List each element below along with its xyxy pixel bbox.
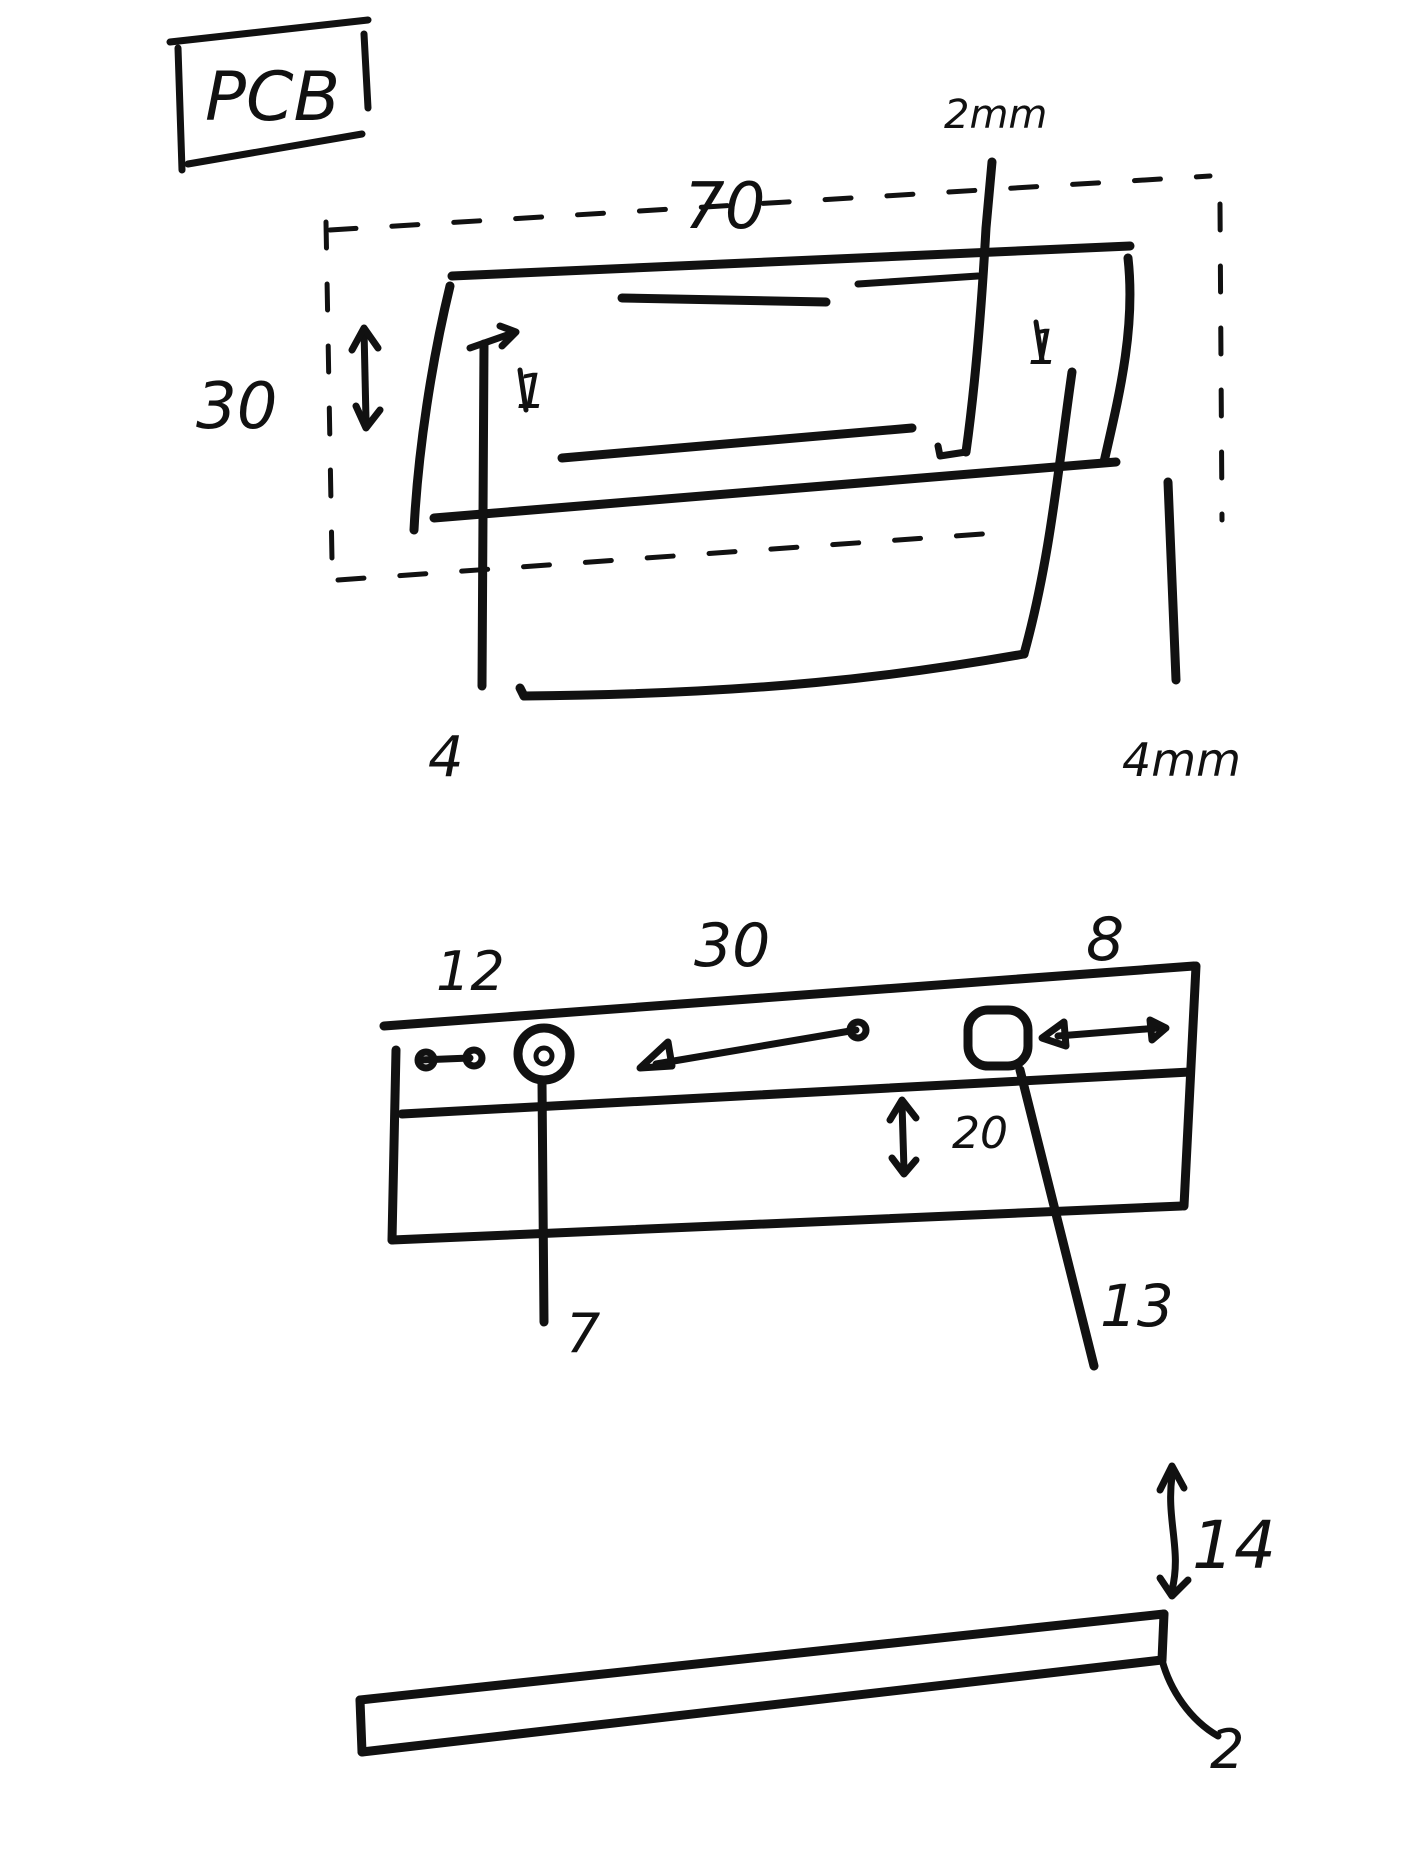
pad-leader (1015, 1065, 1099, 1371)
edge-label: 2 (1210, 1718, 1244, 1781)
page-title: PCB (205, 58, 340, 137)
outline-left-dashed (323, 219, 335, 563)
profile-left (355, 1695, 367, 1757)
profile-right (1157, 1609, 1169, 1665)
fold-line-bottom (519, 649, 1029, 701)
pad-label: 13 (1100, 1272, 1174, 1340)
inset-left-label: 1 (516, 364, 547, 420)
height-label: 30 (196, 370, 277, 444)
profile-view: 14 2 (355, 1462, 1276, 1781)
side-view: 12 30 8 20 7 13 (379, 905, 1201, 1371)
trace-upper (617, 293, 831, 307)
trace-width-line (961, 157, 997, 457)
outline-top-dashed (327, 173, 1213, 233)
board-right-side (1179, 961, 1201, 1211)
height-arrow (360, 326, 370, 424)
inset-right-label: 1 (1028, 320, 1059, 376)
margin-right-label: 4mm (1122, 733, 1241, 787)
width-label: 70 (684, 170, 765, 244)
board-right-edge (1099, 253, 1135, 467)
profile-bottom (357, 1655, 1167, 1757)
board-top (379, 961, 1199, 1031)
side-height-label: 20 (952, 1108, 1008, 1159)
board-left-side (387, 1045, 401, 1245)
title-box: PCB (166, 16, 372, 174)
inset-right-tick (1033, 319, 1045, 363)
top-view: 70 30 2mm 1 1 4 4mm (196, 92, 1241, 790)
hole-label: 7 (566, 1302, 600, 1365)
fold-line-right (1019, 367, 1077, 659)
margin-left-label: 4 (428, 725, 464, 790)
span-arrow (652, 1026, 860, 1068)
margin-right-line (1163, 477, 1181, 685)
outline-bottom-dashed (335, 529, 1013, 583)
left-offset-label: 12 (436, 940, 505, 1003)
board-bottom-edge (429, 457, 1121, 523)
thickness-arrow (1167, 1472, 1179, 1594)
right-offset-arrow (1054, 1024, 1162, 1040)
trace-width-bracket (854, 272, 982, 288)
board-bottom (387, 1201, 1187, 1245)
margin-left-line (477, 339, 489, 691)
trace-width-label: 2mm (944, 92, 1047, 138)
board-divider (397, 1067, 1195, 1119)
edge-leader (1158, 1656, 1222, 1740)
board-left-edge (409, 281, 455, 535)
height-arrow-side (898, 1100, 908, 1174)
hole-leader (537, 1077, 549, 1327)
thickness-label: 14 (1192, 1507, 1276, 1584)
inset-left-tick (517, 367, 529, 413)
board-top-edge (447, 241, 1135, 281)
span-label: 30 (694, 911, 770, 981)
profile-top (355, 1609, 1169, 1705)
left-offset-arrow (416, 1054, 474, 1064)
trace-lower (557, 423, 917, 463)
mount-hole (513, 1023, 575, 1085)
pad (963, 1005, 1033, 1071)
outline-right-dashed (1217, 201, 1225, 523)
right-offset-label: 8 (1086, 905, 1124, 975)
